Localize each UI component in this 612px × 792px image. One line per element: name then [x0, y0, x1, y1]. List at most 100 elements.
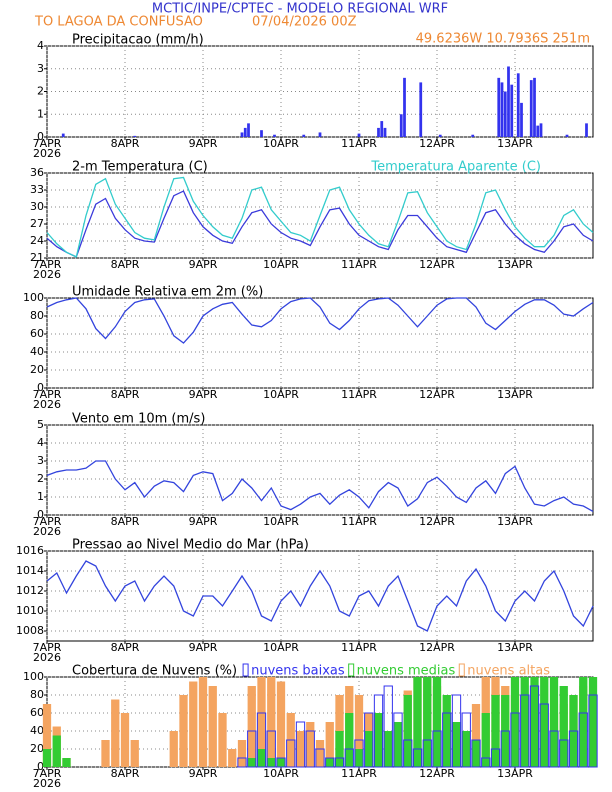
x-tick-label: 10APR [263, 388, 299, 401]
x-year-label: 2026 [33, 268, 61, 281]
bar [549, 677, 559, 767]
bar [380, 121, 384, 137]
x-tick-label: 9APR [189, 515, 218, 528]
bar [52, 735, 61, 767]
bar [373, 694, 384, 768]
bar [471, 704, 481, 767]
y-tick-label: 20 [30, 363, 44, 376]
bar [442, 695, 451, 767]
bar [533, 77, 536, 137]
x-tick-label: 12APR [419, 388, 455, 401]
y-tick-label: 1012 [16, 584, 44, 597]
bar [286, 739, 296, 768]
x-tick-label: 12APR [419, 767, 455, 780]
y-tick-label: 1 [37, 490, 44, 503]
y-tick-label: 30 [30, 200, 44, 213]
y-tick-label: 3 [37, 454, 44, 467]
y-tick-label: 5 [37, 418, 44, 431]
bar [503, 91, 507, 137]
bar [228, 749, 237, 767]
bar [549, 730, 559, 768]
plot-frame [46, 297, 594, 389]
bar [345, 713, 354, 767]
bar [510, 712, 520, 768]
bar [540, 677, 549, 767]
bar [335, 731, 344, 767]
bar [276, 757, 286, 768]
bar [198, 677, 208, 767]
bar [260, 130, 263, 137]
bar [267, 758, 276, 767]
x-year-label: 2026 [33, 398, 61, 411]
y-tick-label: 3 [37, 62, 44, 75]
location: TO LAGOA DA CONFUSAO [34, 15, 203, 30]
y-tick-label: 24 [30, 234, 44, 247]
bar [208, 686, 217, 767]
bar [497, 77, 501, 137]
bar [422, 739, 432, 768]
x-tick-label: 9APR [189, 641, 218, 654]
chart-title: Pressao ao Nivel Medio do Mar (hPa) [72, 538, 309, 553]
x-tick-label: 11APR [341, 137, 377, 150]
bar [516, 73, 520, 137]
bar [403, 739, 413, 768]
x-tick-label: 7APR [33, 767, 62, 780]
bar [419, 82, 423, 137]
y-tick-label: 0 [37, 130, 44, 143]
x-tick-label: 7APR [33, 641, 62, 654]
y-tick-label: 40 [30, 345, 44, 358]
bar [315, 748, 325, 768]
y-tick-label: 20 [30, 742, 44, 755]
bar [189, 681, 198, 767]
bar [383, 127, 387, 137]
series-line [46, 560, 594, 632]
page-title: MCTIC/INPE/CPTEC - MODELO REGIONAL WRF [152, 2, 448, 17]
y-tick-label: 60 [30, 706, 44, 719]
bar [334, 757, 345, 768]
y-tick-label: 80 [30, 688, 44, 701]
y-tick-label: 1014 [16, 564, 44, 577]
y-tick-label: 21 [30, 251, 44, 264]
bar [585, 123, 588, 137]
bar [588, 677, 598, 767]
bar [393, 722, 403, 767]
x-tick-label: 10APR [263, 137, 299, 150]
bar [237, 740, 247, 767]
bar [169, 731, 178, 767]
y-tick-label: 60 [30, 327, 44, 340]
bar [267, 677, 276, 767]
bar [565, 134, 569, 137]
y-tick-label: 1 [37, 107, 44, 120]
y-tick-label: 33 [30, 183, 44, 196]
bar [377, 127, 380, 137]
bar [568, 730, 579, 768]
bar [530, 677, 539, 767]
bar [325, 758, 334, 767]
series-line [46, 190, 594, 258]
bar [412, 748, 423, 768]
bar [357, 133, 361, 137]
bar [374, 713, 383, 767]
legend-label: Temperatura Aparente (C) [370, 160, 541, 175]
y-tick-label: 4 [37, 436, 44, 449]
bar [62, 758, 71, 767]
bar [344, 748, 354, 768]
x-tick-label: 8APR [111, 137, 140, 150]
bar [247, 123, 250, 137]
bar [42, 704, 52, 767]
bar [256, 712, 267, 768]
bar [539, 123, 543, 137]
x-tick-label: 8APR [111, 515, 140, 528]
bar [295, 721, 306, 768]
series-line [46, 297, 594, 344]
bar [559, 686, 568, 767]
bar [101, 740, 110, 767]
y-tick-label: 1008 [16, 624, 44, 637]
y-tick-label: 36 [30, 166, 44, 179]
y-tick-label: 2 [37, 85, 44, 98]
y-tick-label: 0 [37, 381, 44, 394]
legend-swatch [458, 663, 465, 677]
bar [471, 134, 475, 137]
bar [133, 135, 137, 137]
bar [438, 134, 442, 137]
